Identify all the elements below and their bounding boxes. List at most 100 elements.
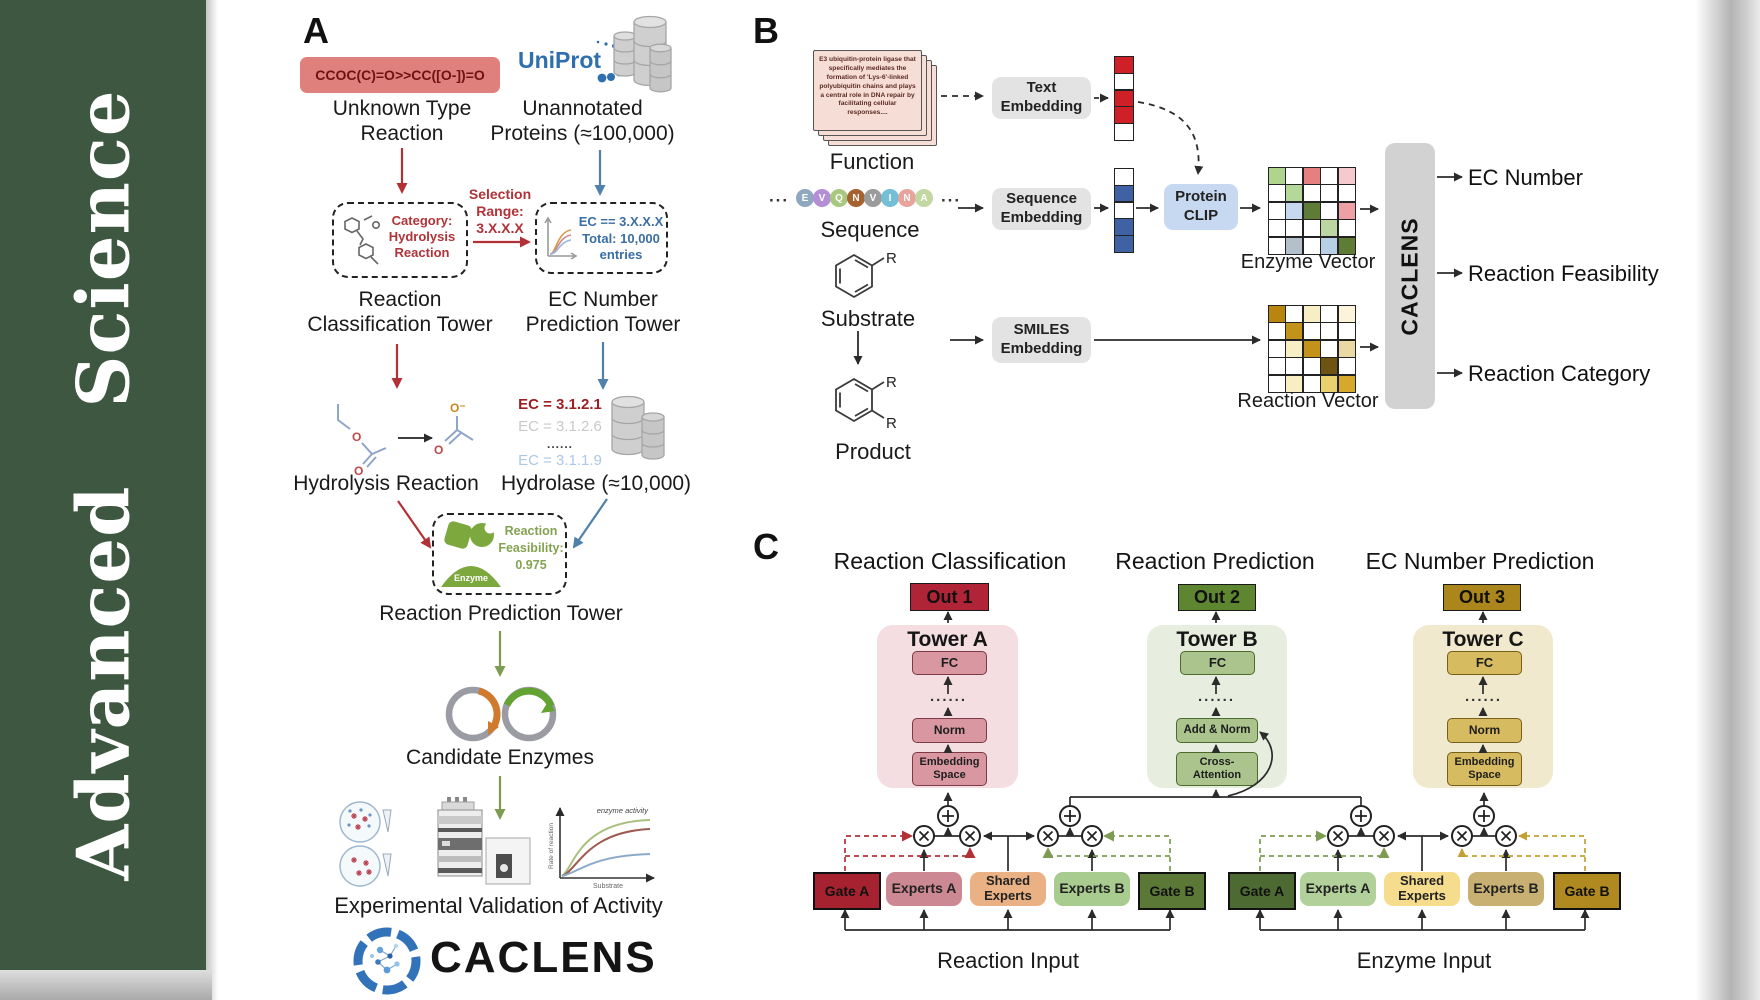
page-right-edge bbox=[1695, 0, 1760, 1000]
matrix-cell bbox=[1303, 358, 1320, 375]
ec-number-prediction-tower-label: EC Number Prediction Tower bbox=[525, 288, 681, 336]
vector-cell bbox=[1115, 57, 1133, 73]
vector-cell bbox=[1115, 202, 1133, 219]
substrate-structure: R bbox=[835, 250, 897, 299]
hydrolase-database-icon bbox=[611, 395, 665, 460]
reaction-vector-matrix bbox=[1268, 305, 1356, 393]
page-left-edge bbox=[206, 0, 218, 1000]
tower-a-fc: FC bbox=[912, 651, 987, 675]
enzyme-vector-label: Enzyme Vector bbox=[1240, 251, 1376, 273]
residue-circle: N bbox=[847, 189, 865, 207]
matrix-cell bbox=[1286, 340, 1303, 357]
caclens-wordmark: CACLENS bbox=[430, 933, 657, 982]
output-ec-number: EC Number bbox=[1468, 165, 1583, 190]
matrix-cell bbox=[1321, 358, 1338, 375]
matrix-cell bbox=[1269, 185, 1285, 202]
panel-b-label: B bbox=[753, 10, 779, 51]
matrix-cell bbox=[1338, 358, 1355, 375]
matrix-cell bbox=[1269, 358, 1285, 375]
residue-circle: E bbox=[796, 189, 814, 207]
left-gate-b: Gate B bbox=[1138, 872, 1206, 910]
svg-text:Enzyme: Enzyme bbox=[454, 573, 488, 583]
matrix-cell bbox=[1303, 168, 1320, 184]
right-gate-b: Gate B bbox=[1553, 872, 1621, 910]
svg-text:O: O bbox=[354, 464, 363, 476]
ec-list-item: EC = 3.1.2.6 bbox=[518, 417, 602, 435]
matrix-cell bbox=[1269, 306, 1285, 322]
residue-circle: Q bbox=[830, 189, 848, 207]
tower-a-norm: Norm bbox=[912, 718, 987, 743]
sequence-label: Sequence bbox=[820, 217, 920, 242]
matrix-cell bbox=[1286, 220, 1303, 237]
matrix-cell bbox=[1321, 185, 1338, 202]
hydrolysis-reaction-label: Hydrolysis Reaction bbox=[293, 472, 479, 495]
residue-circle: A bbox=[915, 189, 933, 207]
caclens-logo-icon bbox=[353, 927, 421, 995]
vector-cell bbox=[1115, 185, 1133, 202]
molecule-sketch-icon bbox=[344, 215, 380, 265]
sequence-embedding-box: Sequence Embedding bbox=[992, 188, 1091, 230]
matrix-cell bbox=[1321, 306, 1338, 322]
matrix-cell bbox=[1286, 202, 1303, 219]
matrix-cell bbox=[1338, 168, 1355, 184]
ec-selection-text: EC == 3.X.X.X Total: 10,000 entries bbox=[578, 214, 664, 263]
matrix-cell bbox=[1269, 375, 1285, 392]
left-experts-a: Experts A bbox=[886, 872, 962, 906]
svg-text:O: O bbox=[434, 443, 443, 457]
ec-selection-box bbox=[535, 202, 668, 274]
matrix-cell bbox=[1303, 340, 1320, 357]
enzyme-icon: Enzyme bbox=[441, 521, 501, 587]
right-shared-experts: Shared Experts bbox=[1384, 872, 1460, 906]
enzyme-input-label: Enzyme Input bbox=[1356, 948, 1492, 973]
matrix-cell bbox=[1286, 306, 1303, 322]
matrix-cell bbox=[1269, 220, 1285, 237]
svg-text:O⁻: O⁻ bbox=[450, 401, 466, 415]
page-bottom-edge bbox=[0, 970, 212, 1000]
product-label: Product bbox=[835, 439, 911, 464]
tower-a-dots: ...... bbox=[929, 688, 967, 705]
ec-list-item: EC = 3.1.1.9 bbox=[518, 451, 602, 469]
unknown-reaction-label: Unknown Type Reaction bbox=[332, 97, 472, 145]
matrix-cell bbox=[1303, 375, 1320, 392]
svg-text:enzyme activity: enzyme activity bbox=[597, 806, 650, 815]
assay-icon bbox=[339, 801, 392, 887]
reaction-classification-title: Reaction Classification bbox=[833, 548, 1067, 574]
unannotated-proteins-label: Unannotated Proteins (≈100,000) bbox=[490, 97, 675, 145]
right-experts-a: Experts A bbox=[1300, 872, 1376, 906]
residue-circle: I bbox=[881, 189, 899, 207]
curves-icon bbox=[544, 216, 578, 260]
matrix-cell bbox=[1303, 220, 1320, 237]
residue-circle: V bbox=[813, 189, 831, 207]
matrix-cell bbox=[1338, 323, 1355, 340]
reaction-vector-label: Reaction Vector bbox=[1237, 390, 1379, 412]
output-reaction-feasibility: Reaction Feasibility bbox=[1468, 261, 1659, 286]
tower-a-embedding-space: Embedding Space bbox=[912, 752, 987, 786]
right-gate-a: Gate A bbox=[1228, 872, 1296, 910]
vector-cell bbox=[1115, 169, 1133, 185]
reaction-input-label: Reaction Input bbox=[937, 948, 1079, 973]
gate-feedback-lines bbox=[844, 830, 1586, 871]
product-structure: R R bbox=[835, 374, 897, 432]
out1-box: Out 1 bbox=[910, 583, 989, 611]
svg-text:Rate of reaction: Rate of reaction bbox=[548, 823, 555, 869]
out2-box: Out 2 bbox=[1178, 584, 1256, 611]
sequence-ellipsis-left: ··· bbox=[769, 191, 789, 210]
right-experts-b: Experts B bbox=[1468, 872, 1544, 906]
tower-b-cross-attention: Cross- Attention bbox=[1176, 752, 1258, 786]
sequence-embedding-vector bbox=[1114, 168, 1134, 253]
matrix-cell bbox=[1321, 202, 1338, 219]
tower-b-dots: ...... bbox=[1197, 688, 1235, 705]
tower-c-fc: FC bbox=[1447, 651, 1522, 675]
ec-candidate-list: EC = 3.1.2.1 EC = 3.1.2.6...... EC = 3.1.1… bbox=[505, 394, 615, 471]
text-embedding-vector bbox=[1114, 56, 1134, 141]
out3-box: Out 3 bbox=[1443, 584, 1521, 611]
matrix-cell bbox=[1269, 323, 1285, 340]
vector-cell bbox=[1115, 73, 1133, 90]
reaction-classification-box bbox=[332, 202, 468, 278]
svg-text:R: R bbox=[886, 250, 897, 267]
ec-list-item: EC = 3.1.2.1 bbox=[518, 396, 602, 413]
reaction-prediction-title: Reaction Prediction bbox=[1115, 548, 1315, 574]
matrix-cell bbox=[1286, 358, 1303, 375]
matrix-cell bbox=[1269, 202, 1285, 219]
